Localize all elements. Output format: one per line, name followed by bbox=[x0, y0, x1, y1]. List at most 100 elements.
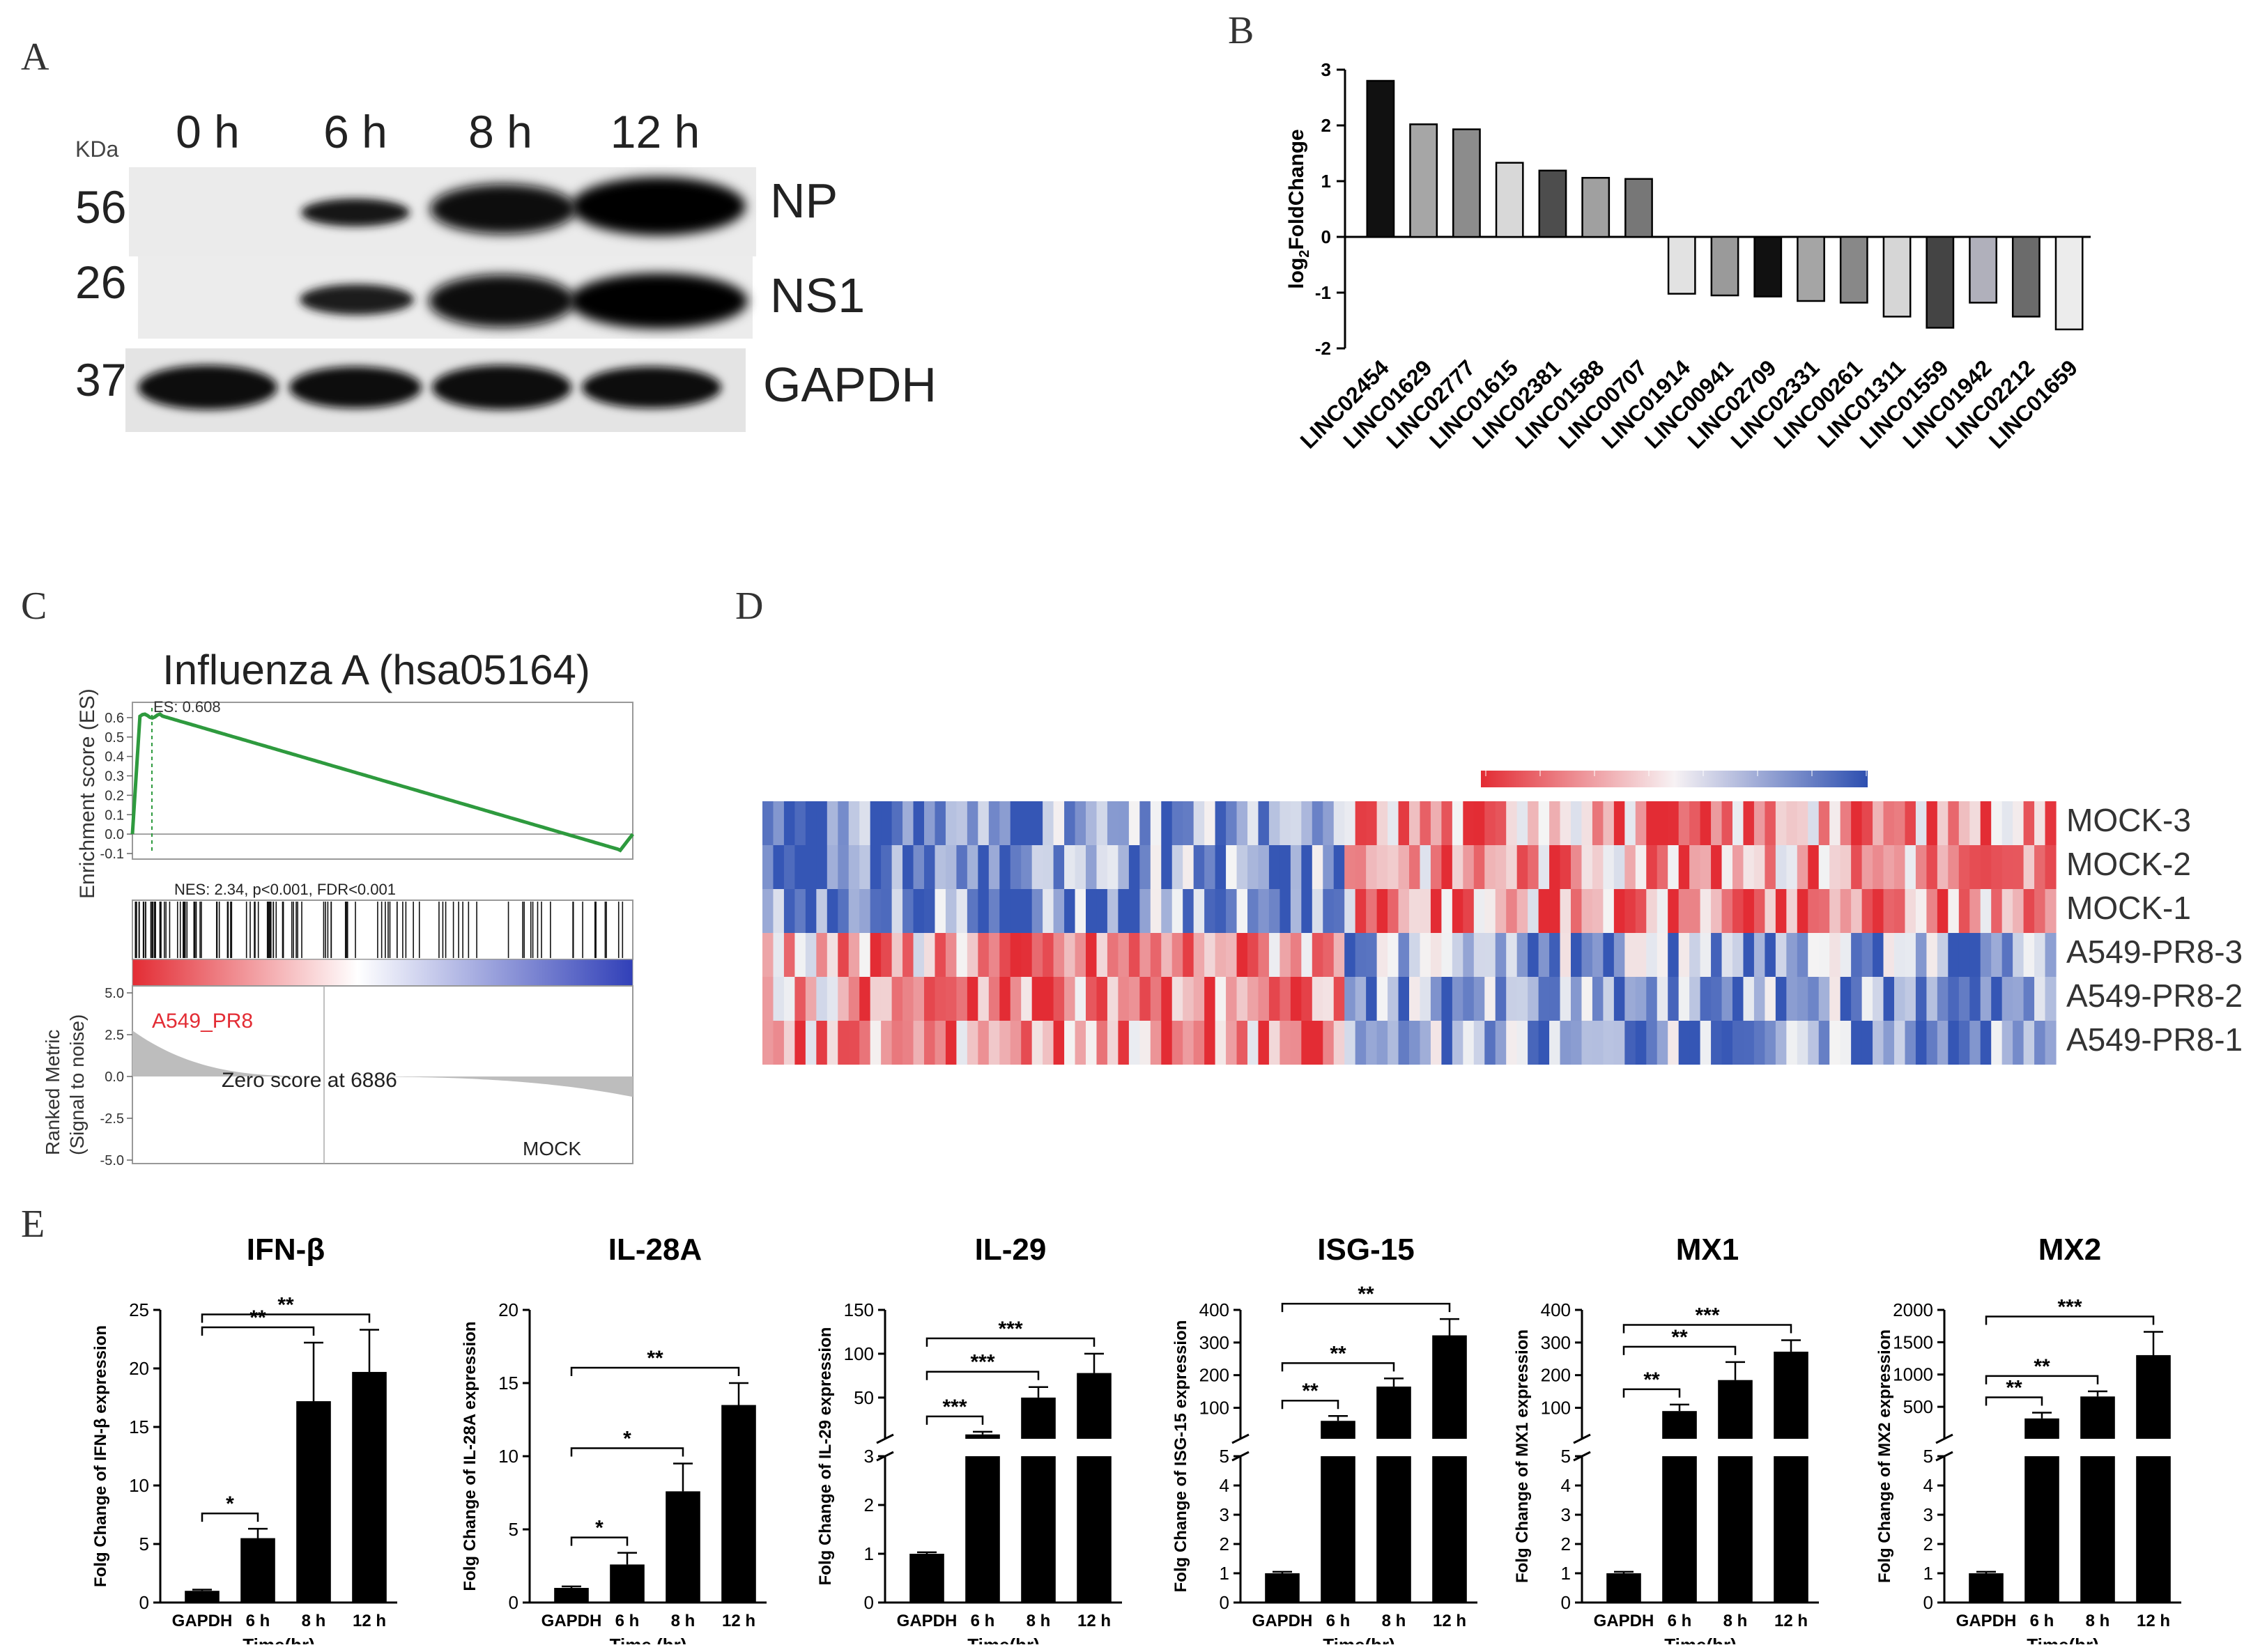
E6-sig-bracket-1 bbox=[1985, 1375, 2099, 1384]
heatmap-cell bbox=[1560, 889, 1571, 933]
heatmap-cell bbox=[1678, 1021, 1690, 1065]
heatmap-cell bbox=[1452, 933, 1463, 977]
b-ytick-label-1: -1 bbox=[1315, 282, 1331, 303]
heatmap-cell bbox=[1721, 977, 1733, 1021]
heatmap-cell bbox=[1430, 845, 1442, 889]
heatmap-cell bbox=[1905, 933, 1916, 977]
E5-xtick-2: 8 h bbox=[1723, 1612, 1748, 1630]
heatmap-cell bbox=[1581, 889, 1593, 933]
heatmap-cell bbox=[2023, 1021, 2035, 1065]
heatmap-cell bbox=[1581, 801, 1593, 845]
ns1-band-6h bbox=[300, 284, 414, 315]
heatmap-cell bbox=[816, 845, 828, 889]
heatmap-cell bbox=[924, 1021, 936, 1065]
heatmap-cell bbox=[1236, 1021, 1248, 1065]
E4-sig-bracket-1 bbox=[1281, 1362, 1395, 1372]
heatmap-cell bbox=[859, 801, 871, 845]
heatmap-cell bbox=[1171, 889, 1183, 933]
heatmap-cell bbox=[827, 889, 838, 933]
heatmap-cell bbox=[1226, 1021, 1238, 1065]
heatmap-cell bbox=[816, 801, 828, 845]
heatmap-cell bbox=[1775, 977, 1787, 1021]
ns1-band-12h bbox=[569, 273, 748, 329]
E6-bar-low-3 bbox=[2136, 1456, 2171, 1603]
heatmap-cell bbox=[816, 889, 828, 933]
heatmap-cell bbox=[1873, 801, 1884, 845]
heatmap-cell bbox=[1086, 977, 1098, 1021]
heatmap-cell bbox=[762, 977, 774, 1021]
heatmap-cell bbox=[967, 1021, 978, 1065]
E2-sig-label-1: * bbox=[623, 1428, 631, 1451]
heatmap-cell bbox=[1010, 933, 1022, 977]
heatmap-cell bbox=[1549, 889, 1561, 933]
heatmap-cell bbox=[1247, 889, 1259, 933]
heatmap-row-label-pr8-3: A549-PR8-3 bbox=[2066, 934, 2243, 970]
heatmap-cell bbox=[988, 889, 1000, 933]
heatmap-cell bbox=[1398, 977, 1410, 1021]
heatmap-cell bbox=[838, 801, 850, 845]
heatmap-cell bbox=[1689, 801, 1701, 845]
heatmap-cell bbox=[1786, 933, 1798, 977]
heatmap-cell bbox=[988, 845, 1000, 889]
heatmap-cell bbox=[1829, 845, 1841, 889]
heatmap-cell bbox=[1150, 845, 1162, 889]
heatmap-cell bbox=[1344, 801, 1356, 845]
E1-ytick-label-3: 15 bbox=[129, 1416, 149, 1437]
heatmap-cell bbox=[838, 977, 850, 1021]
heatmap-cell bbox=[1290, 933, 1302, 977]
heatmap-cell bbox=[1549, 845, 1561, 889]
heatmap-cell bbox=[1937, 801, 1949, 845]
lncrna-heatmap: MOCK-3 MOCK-2 MOCK-1 A549-PR8-3 A549-PR8… bbox=[762, 771, 2243, 1065]
heatmap-cell bbox=[1980, 889, 1992, 933]
heatmap-cell bbox=[773, 889, 785, 933]
E5-ytick-low-label-2: 2 bbox=[1561, 1534, 1571, 1554]
heatmap-cell bbox=[1883, 977, 1895, 1021]
heatmap-cell bbox=[1937, 1021, 1949, 1065]
E6-ytick-high-label-3: 2000 bbox=[1893, 1299, 1933, 1320]
heatmap-cell bbox=[1926, 977, 1938, 1021]
panel-label-b: B bbox=[1228, 9, 1254, 52]
heatmap-cell bbox=[1010, 1021, 1022, 1065]
heatmap-cell bbox=[1420, 933, 1431, 977]
heatmap-cell bbox=[1484, 977, 1496, 1021]
heatmap-cell bbox=[1571, 845, 1583, 889]
E1-xtick-1: 6 h bbox=[246, 1612, 270, 1630]
panel-label-a: A bbox=[21, 36, 49, 79]
heatmap-cell bbox=[1613, 801, 1625, 845]
E2-xtick-0: GAPDH bbox=[541, 1612, 602, 1630]
heatmap-cell bbox=[1571, 977, 1583, 1021]
heatmap-cell bbox=[1506, 1021, 1518, 1065]
E2-ytick-label-4: 20 bbox=[498, 1299, 518, 1320]
heatmap-cell bbox=[1765, 889, 1776, 933]
heatmap-cell bbox=[1171, 977, 1183, 1021]
heatmap-cell bbox=[2013, 801, 2024, 845]
heatmap-cell bbox=[1107, 1021, 1119, 1065]
heatmap-cell bbox=[1797, 845, 1808, 889]
metric-tick-label-2: 0.0 bbox=[105, 1070, 124, 1085]
heatmap-cell bbox=[1452, 801, 1463, 845]
heatmap-cell bbox=[1333, 889, 1345, 933]
heatmap-cell bbox=[1905, 1021, 1916, 1065]
heatmap-cell bbox=[1689, 977, 1701, 1021]
heatmap-cell bbox=[1355, 977, 1367, 1021]
heatmap-cell bbox=[2001, 889, 2013, 933]
heatmap-cell bbox=[773, 801, 785, 845]
heatmap-cell bbox=[1290, 977, 1302, 1021]
b-bar-LINC02454 bbox=[1366, 79, 1395, 238]
heatmap-row-label-mock-2: MOCK-2 bbox=[2066, 846, 2191, 882]
heatmap-cell bbox=[1150, 889, 1162, 933]
E3-xtick-3: 12 h bbox=[1077, 1612, 1111, 1630]
E2-xtick-2: 8 h bbox=[671, 1612, 696, 1630]
heatmap-cell bbox=[1689, 1021, 1701, 1065]
heatmap-cell bbox=[1204, 933, 1216, 977]
E4-ytick-low-label-0: 0 bbox=[1220, 1592, 1229, 1613]
heatmap-cell bbox=[1624, 1021, 1636, 1065]
heatmap-cell bbox=[1409, 845, 1421, 889]
gsea-stats-label: NES: 2.34, p<0.001, FDR<0.001 bbox=[174, 881, 396, 898]
heatmap-cell bbox=[1883, 889, 1895, 933]
heatmap-cell bbox=[1818, 889, 1830, 933]
heatmap-cell bbox=[1657, 801, 1668, 845]
heatmap-cell bbox=[1064, 889, 1076, 933]
E4-xtick-2: 8 h bbox=[1382, 1612, 1406, 1630]
heatmap-cell bbox=[1851, 1021, 1863, 1065]
